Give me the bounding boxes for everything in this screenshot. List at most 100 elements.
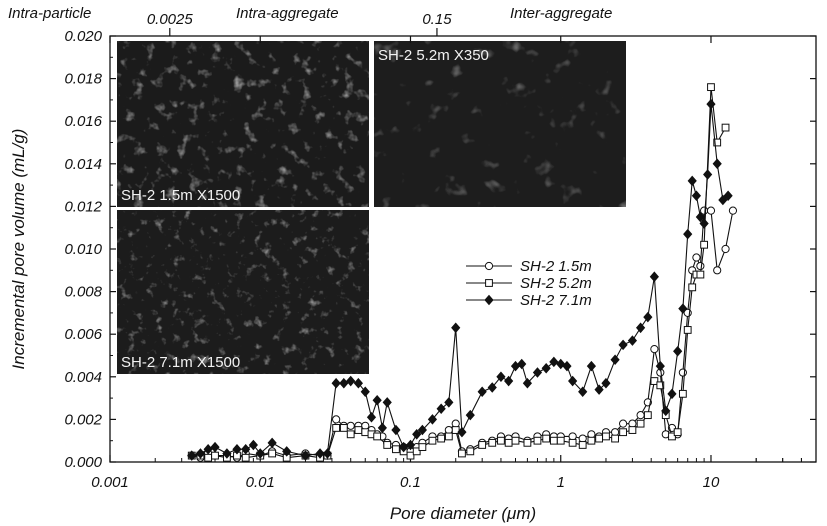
data-point	[696, 270, 705, 279]
legend-marker	[484, 261, 494, 271]
data-point	[339, 424, 348, 432]
data-point	[594, 384, 604, 395]
series-layer	[187, 83, 738, 462]
data-point	[437, 434, 446, 443]
series-1	[187, 83, 730, 462]
data-point	[706, 206, 716, 215]
data-point	[477, 386, 487, 397]
data-point	[522, 377, 533, 389]
data-point	[457, 426, 467, 438]
y-tick-label: 0.008	[64, 284, 102, 301]
data-point	[210, 441, 220, 453]
x-tick-label: 10	[703, 474, 720, 491]
data-point	[373, 432, 382, 441]
y-tick-label: 0.018	[64, 71, 102, 88]
data-point	[728, 206, 738, 215]
data-point	[636, 411, 645, 420]
data-point	[618, 419, 628, 428]
y-tick-label: 0.002	[64, 411, 102, 428]
data-point	[354, 426, 363, 434]
data-point	[683, 326, 692, 334]
data-point	[300, 450, 311, 461]
data-point	[382, 397, 392, 408]
x-tick-label: 0.001	[91, 474, 129, 491]
data-point	[700, 240, 709, 249]
top-axis-tick-label: 0.15	[422, 11, 452, 28]
data-point	[643, 411, 652, 420]
data-point	[723, 190, 733, 202]
y-tick-label: 0.010	[64, 241, 102, 258]
legend-marker	[484, 294, 494, 306]
data-point	[331, 377, 341, 389]
data-point	[222, 448, 232, 459]
data-point	[618, 339, 628, 351]
data-point	[487, 382, 497, 393]
data-point	[696, 261, 705, 271]
data-point	[649, 271, 659, 282]
data-point	[595, 434, 603, 443]
data-point	[619, 428, 627, 437]
data-point	[417, 424, 427, 436]
data-point	[241, 443, 251, 455]
data-point	[695, 211, 705, 223]
data-point	[496, 371, 506, 383]
inset-label-1-5m: SH-2 1.5m X1500	[121, 187, 240, 204]
inset-sem-5-2m: SH-2 5.2m X350	[374, 41, 626, 207]
data-point	[650, 377, 659, 385]
data-point	[451, 322, 461, 334]
data-point	[465, 409, 475, 421]
data-point	[377, 422, 387, 434]
y-axis: 0.000 0.002 0.004 0.006 0.008 0.010 0.012 0.014…	[64, 28, 816, 471]
data-point	[346, 421, 355, 430]
data-point	[562, 360, 572, 372]
data-point	[549, 356, 559, 368]
data-point	[661, 405, 671, 417]
data-point	[451, 426, 460, 434]
data-point	[706, 98, 716, 110]
data-point	[586, 360, 597, 372]
data-point	[678, 389, 687, 398]
data-point	[383, 441, 392, 449]
data-point	[187, 450, 197, 461]
data-point	[699, 218, 709, 229]
data-point	[282, 446, 292, 457]
data-point	[511, 436, 520, 445]
data-point	[268, 449, 277, 458]
data-point	[366, 412, 377, 423]
data-point	[556, 436, 565, 445]
data-point	[636, 419, 645, 428]
legend-label: SH-2 5.2m	[520, 275, 592, 292]
data-point	[635, 322, 646, 334]
data-point	[655, 360, 665, 372]
data-point	[232, 443, 242, 455]
data-point	[568, 438, 577, 447]
data-point	[372, 394, 382, 406]
region-label-intra-particle: Intra-particle	[8, 5, 91, 22]
y-tick-label: 0.020	[64, 28, 102, 45]
data-point	[610, 354, 620, 366]
y-tick-label: 0.014	[64, 156, 102, 173]
data-point	[322, 448, 333, 459]
data-point	[703, 169, 713, 180]
data-point	[628, 426, 637, 434]
data-point	[267, 437, 277, 449]
data-point	[248, 439, 258, 451]
data-point	[691, 190, 702, 202]
data-point	[587, 436, 596, 445]
y-tick-label: 0.000	[64, 454, 102, 471]
y-axis-title: Incremental pore volume (mL/g)	[9, 129, 28, 370]
x-tick-label: 1	[557, 474, 565, 491]
data-point	[532, 367, 543, 378]
data-point	[195, 448, 206, 459]
data-point	[444, 432, 453, 441]
data-point	[568, 375, 578, 387]
data-point	[549, 436, 558, 445]
legend-label: SH-2 7.1m	[520, 292, 592, 309]
legend-label: SH-2 1.5m	[520, 258, 592, 275]
data-point	[578, 386, 588, 397]
data-point	[713, 138, 722, 147]
data-point	[707, 83, 715, 92]
data-point	[346, 375, 356, 387]
data-point	[255, 448, 265, 459]
